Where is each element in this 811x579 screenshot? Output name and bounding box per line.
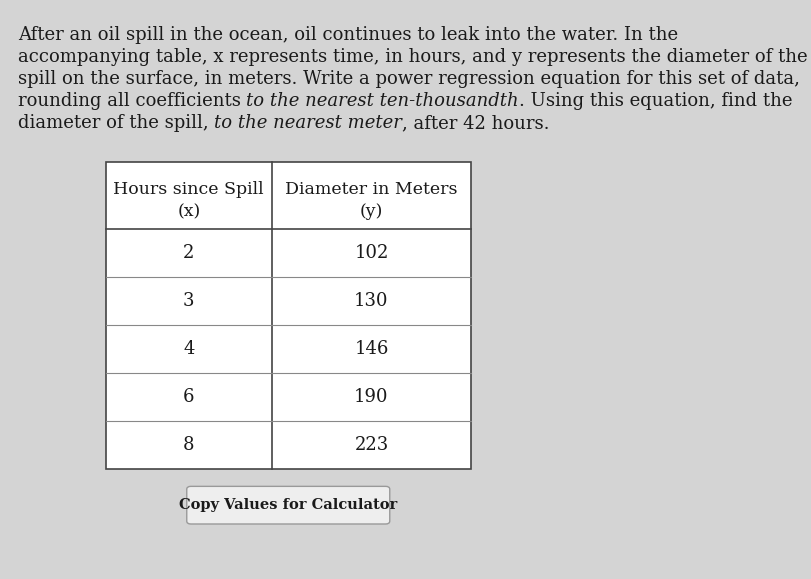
Text: 146: 146 xyxy=(354,340,388,358)
FancyBboxPatch shape xyxy=(187,486,389,524)
Text: Hours since Spill: Hours since Spill xyxy=(114,181,264,198)
Text: rounding all coefficients: rounding all coefficients xyxy=(18,92,247,110)
Text: After an oil spill in the ocean, oil continues to leak into the water. In the: After an oil spill in the ocean, oil con… xyxy=(18,26,677,44)
Text: 102: 102 xyxy=(354,244,388,262)
Text: 4: 4 xyxy=(182,340,195,358)
Text: 223: 223 xyxy=(354,436,388,454)
Text: Diameter in Meters: Diameter in Meters xyxy=(285,181,457,198)
Text: 130: 130 xyxy=(354,292,388,310)
Text: , after 42 hours.: , after 42 hours. xyxy=(401,114,549,132)
Text: 6: 6 xyxy=(182,388,195,406)
Text: to the nearest ten-thousandth: to the nearest ten-thousandth xyxy=(247,92,518,110)
Text: Copy Values for Calculator: Copy Values for Calculator xyxy=(179,498,397,512)
Text: 190: 190 xyxy=(354,388,388,406)
Text: 8: 8 xyxy=(182,436,195,454)
Text: . Using this equation, find the: . Using this equation, find the xyxy=(518,92,792,110)
Text: to the nearest meter: to the nearest meter xyxy=(214,114,401,132)
Text: spill on the surface, in meters. Write a power regression equation for this set : spill on the surface, in meters. Write a… xyxy=(18,70,799,88)
Text: (y): (y) xyxy=(359,203,383,221)
Text: (x): (x) xyxy=(177,203,200,221)
Text: accompanying table, x represents time, in hours, and y represents the diameter o: accompanying table, x represents time, i… xyxy=(18,48,806,66)
Text: diameter of the spill,: diameter of the spill, xyxy=(18,114,214,132)
Bar xyxy=(105,162,470,469)
Text: 2: 2 xyxy=(182,244,195,262)
Text: 3: 3 xyxy=(182,292,195,310)
